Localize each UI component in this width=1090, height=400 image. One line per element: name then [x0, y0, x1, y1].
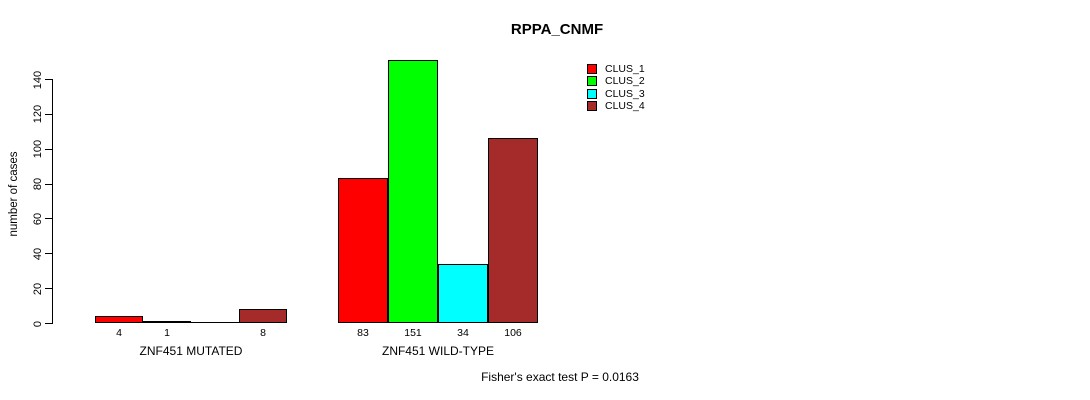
bar-clus-4-znf451-mutated	[239, 309, 287, 323]
y-axis-tick	[45, 148, 52, 150]
y-axis-tick-label: 0	[32, 320, 44, 327]
x-axis-group-label: ZNF451 WILD-TYPE	[381, 344, 495, 358]
legend-label: CLUS_4	[605, 99, 645, 112]
legend-label: CLUS_3	[605, 87, 645, 100]
y-axis-tick	[45, 288, 52, 290]
bar-value-label: 151	[404, 327, 422, 339]
legend-swatch-icon	[587, 100, 597, 111]
y-axis-tick-label: 100	[32, 140, 44, 159]
y-axis-tick	[45, 79, 52, 80]
y-axis-line	[52, 79, 53, 324]
bar-clus-4-znf451-wild-type	[488, 138, 538, 323]
bar-clus-3-znf451-wild-type	[438, 263, 488, 323]
y-axis-tick	[45, 253, 52, 255]
annotation-text: Fisher's exact test P = 0.0163	[481, 370, 639, 384]
y-axis-tick-label: 120	[32, 105, 44, 124]
y-axis-tick	[45, 323, 52, 324]
chart-title: RPPA_CNMF	[510, 21, 604, 38]
legend-swatch-icon	[587, 88, 597, 99]
bar-value-label: 4	[116, 327, 122, 339]
legend-label: CLUS_1	[605, 63, 645, 75]
y-axis-tick-label: 20	[32, 282, 44, 295]
legend-swatch-icon	[587, 76, 597, 87]
y-axis-tick	[45, 113, 52, 115]
x-axis-group-label: ZNF451 MUTATED	[139, 344, 243, 358]
bar-value-label: 1	[164, 327, 170, 339]
bar-value-label: 8	[260, 327, 266, 339]
legend-label: CLUS_2	[605, 75, 645, 88]
bar-value-label: 83	[357, 327, 369, 339]
y-axis-tick-label: 140	[32, 70, 44, 89]
bar-value-label: 34	[457, 327, 469, 339]
bar-value-label: 106	[504, 327, 522, 339]
legend-swatch-icon	[587, 64, 597, 74]
bar-clus-2-znf451-mutated	[143, 321, 191, 324]
y-axis-label: number of cases	[8, 151, 20, 237]
bar-clus-1-znf451-mutated	[95, 316, 143, 323]
y-axis-tick	[45, 218, 52, 220]
bar-clus-3-znf451-mutated	[191, 322, 239, 323]
y-axis-tick	[45, 183, 52, 185]
y-axis-tick-label: 40	[32, 247, 44, 260]
y-axis-tick-label: 80	[32, 177, 44, 191]
bar-clus-2-znf451-wild-type	[388, 59, 438, 323]
y-axis-tick-label: 60	[32, 212, 44, 226]
bar-clus-1-znf451-wild-type	[338, 178, 388, 323]
